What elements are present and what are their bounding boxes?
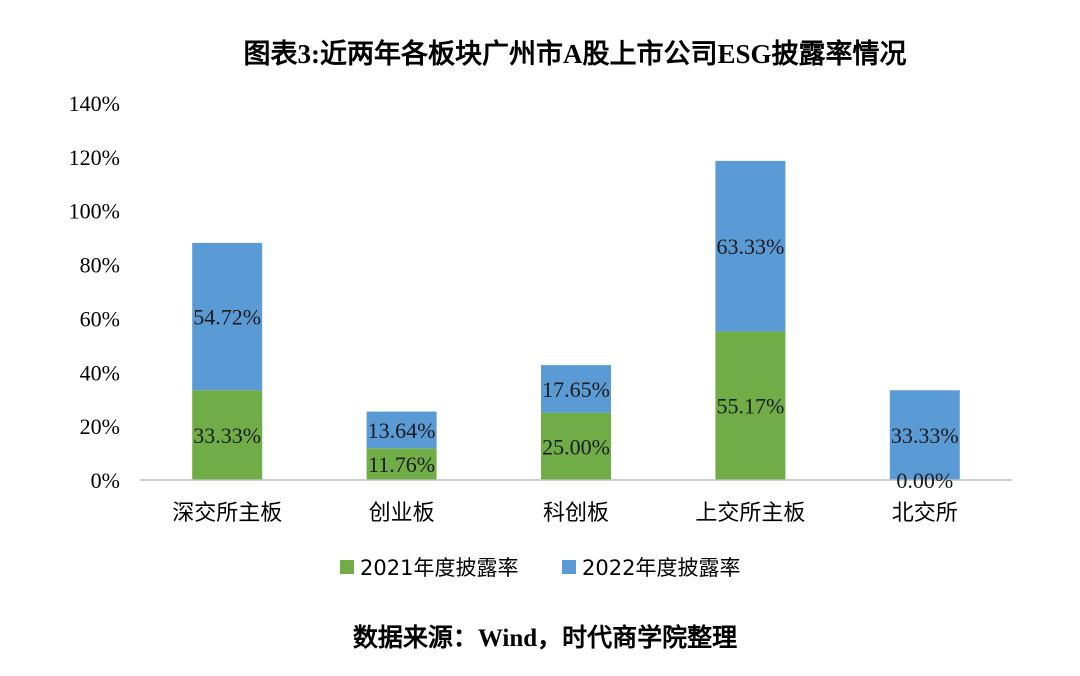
- source-note: 数据来源：Wind，时代商学院整理: [352, 625, 738, 652]
- data-label: 63.33%: [716, 234, 784, 259]
- bar-2021: [192, 390, 263, 480]
- legend-label: 2022年度披露率: [582, 556, 740, 580]
- data-label: 13.64%: [368, 418, 436, 443]
- x-category-label: 上交所主板: [695, 501, 805, 526]
- y-tick-label: 120%: [69, 145, 120, 170]
- legend-label: 2021年度披露率: [360, 556, 518, 580]
- bar-2021: [366, 448, 437, 480]
- data-label: 33.33%: [891, 423, 959, 448]
- y-tick-label: 60%: [80, 306, 120, 331]
- data-label: 11.76%: [368, 452, 435, 477]
- data-label: 33.33%: [193, 423, 261, 448]
- legend-swatch: [340, 560, 354, 574]
- legend-swatch: [562, 560, 576, 574]
- bar-2022: [889, 390, 960, 480]
- bar-2022: [715, 160, 786, 332]
- x-category-label: 科创板: [543, 501, 609, 526]
- data-label: 0.00%: [896, 468, 953, 493]
- x-category-label: 深交所主板: [172, 501, 282, 526]
- chart-title: 图表3:近两年各板块广州市A股上市公司ESG披露率情况: [243, 39, 907, 69]
- bar-2022: [541, 365, 611, 413]
- bar-2021: [541, 412, 611, 480]
- bar-2022: [366, 411, 437, 449]
- y-tick-label: 100%: [69, 199, 120, 224]
- bar-2022: [192, 242, 263, 391]
- y-tick-label: 140%: [69, 91, 120, 116]
- bar-2021: [715, 331, 786, 480]
- y-tick-label: 0%: [91, 468, 120, 493]
- data-label: 55.17%: [716, 394, 784, 419]
- x-category-label: 创业板: [369, 501, 435, 526]
- x-category-label: 北交所: [892, 501, 958, 526]
- y-tick-label: 80%: [80, 253, 120, 278]
- y-tick-label: 40%: [80, 360, 120, 385]
- data-label: 25.00%: [542, 434, 610, 459]
- data-label: 54.72%: [193, 305, 261, 330]
- y-tick-label: 20%: [80, 414, 120, 439]
- data-label: 17.65%: [542, 377, 610, 402]
